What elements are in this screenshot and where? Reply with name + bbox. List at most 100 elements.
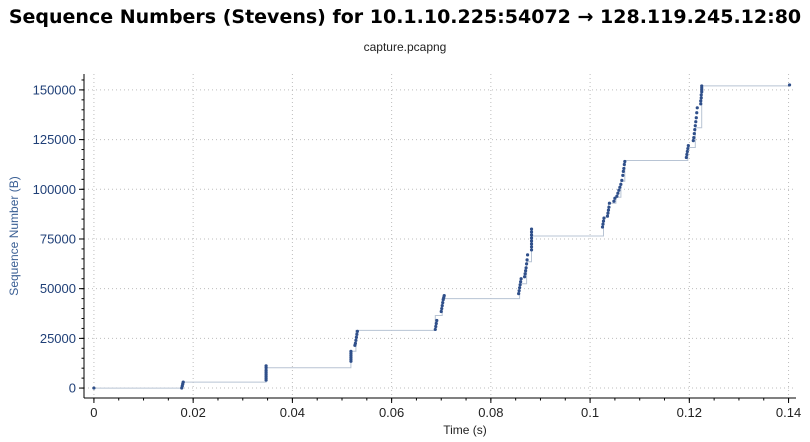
data-point	[523, 269, 528, 273]
data-point	[440, 306, 444, 311]
data-point	[264, 364, 268, 368]
data-point	[602, 216, 606, 220]
data-point	[692, 132, 696, 136]
data-point	[685, 149, 689, 154]
data-point	[694, 116, 698, 120]
data-point	[529, 242, 534, 246]
data-point	[442, 294, 446, 298]
data-point	[686, 146, 690, 151]
data-point	[699, 96, 703, 100]
y-tick-label: 25000	[40, 331, 76, 346]
data-point	[529, 239, 534, 243]
data-point	[525, 258, 529, 262]
data-point	[523, 272, 527, 276]
x-tick-label: 0.08	[478, 405, 503, 420]
data-point	[519, 277, 523, 281]
data-point	[522, 275, 527, 279]
data-point	[435, 318, 439, 323]
data-point	[441, 300, 445, 305]
data-point	[695, 111, 699, 115]
data-point	[518, 283, 522, 287]
data-point	[607, 205, 611, 209]
data-point	[620, 178, 624, 182]
data-point	[692, 136, 696, 140]
data-point	[695, 106, 699, 110]
data-point	[612, 199, 616, 203]
x-tick-label: 0.1	[581, 405, 599, 420]
data-point	[529, 245, 534, 249]
data-point	[613, 196, 617, 200]
data-point	[618, 185, 622, 189]
x-tick-label: 0.04	[280, 405, 305, 420]
data-point	[355, 329, 359, 334]
data-point	[524, 266, 528, 270]
data-point	[699, 99, 703, 103]
x-tick-label: 0	[90, 405, 97, 420]
data-point	[621, 173, 625, 177]
y-tick-label: 50000	[40, 281, 76, 296]
data-point	[353, 341, 358, 345]
data-point	[354, 335, 358, 339]
data-point	[605, 214, 610, 218]
y-tick-label: 125000	[33, 132, 76, 147]
data-point	[615, 194, 619, 198]
data-point	[525, 253, 530, 257]
data-point	[606, 208, 611, 212]
data-point	[693, 124, 697, 128]
y-tick-label: 150000	[33, 82, 76, 97]
data-point	[529, 248, 534, 252]
data-point	[529, 233, 534, 237]
step-line	[93, 85, 790, 389]
data-point	[434, 321, 438, 326]
data-point	[524, 262, 529, 266]
data-point	[433, 327, 437, 332]
data-point	[694, 120, 698, 124]
data-point	[439, 309, 443, 314]
data-point	[349, 349, 353, 353]
data-point	[517, 292, 521, 296]
chart-subtitle: capture.pcapng	[363, 40, 447, 54]
y-tick-label: 0	[69, 381, 76, 396]
data-point	[623, 159, 627, 164]
data-point	[529, 230, 534, 234]
data-point	[529, 227, 534, 231]
data-point	[684, 155, 688, 160]
data-point	[181, 380, 185, 384]
data-point	[686, 143, 690, 148]
y-tick-label: 75000	[40, 231, 76, 246]
data-point	[607, 201, 612, 205]
data-point	[617, 188, 621, 192]
data-point	[434, 324, 438, 329]
data-point	[354, 338, 358, 342]
chart-title: Sequence Numbers (Stevens) for 10.1.10.2…	[8, 6, 802, 28]
data-point	[601, 222, 605, 226]
data-point	[264, 368, 268, 372]
data-point	[619, 182, 623, 186]
data-point	[685, 152, 689, 157]
data-point	[600, 225, 605, 229]
data-point	[529, 236, 534, 240]
data-point	[440, 303, 444, 308]
data-point	[621, 169, 625, 173]
y-axis-title: Sequence Number (B)	[7, 176, 21, 295]
data-point	[699, 102, 703, 106]
data-point	[519, 280, 523, 284]
data-point	[601, 219, 606, 223]
x-tick-label: 0.02	[181, 405, 206, 420]
data-point	[355, 332, 359, 336]
x-axis-title: Time (s)	[443, 423, 487, 437]
y-tick-label: 100000	[33, 182, 76, 197]
data-point	[787, 83, 792, 87]
x-tick-label: 0.14	[776, 405, 801, 420]
data-point	[691, 138, 695, 143]
data-point	[616, 191, 620, 195]
data-point	[622, 166, 626, 171]
x-tick-label: 0.12	[677, 405, 702, 420]
data-point	[693, 128, 697, 132]
data-point	[92, 386, 96, 390]
data-point	[622, 162, 626, 167]
data-point	[517, 289, 521, 293]
x-tick-label: 0.06	[379, 405, 404, 420]
